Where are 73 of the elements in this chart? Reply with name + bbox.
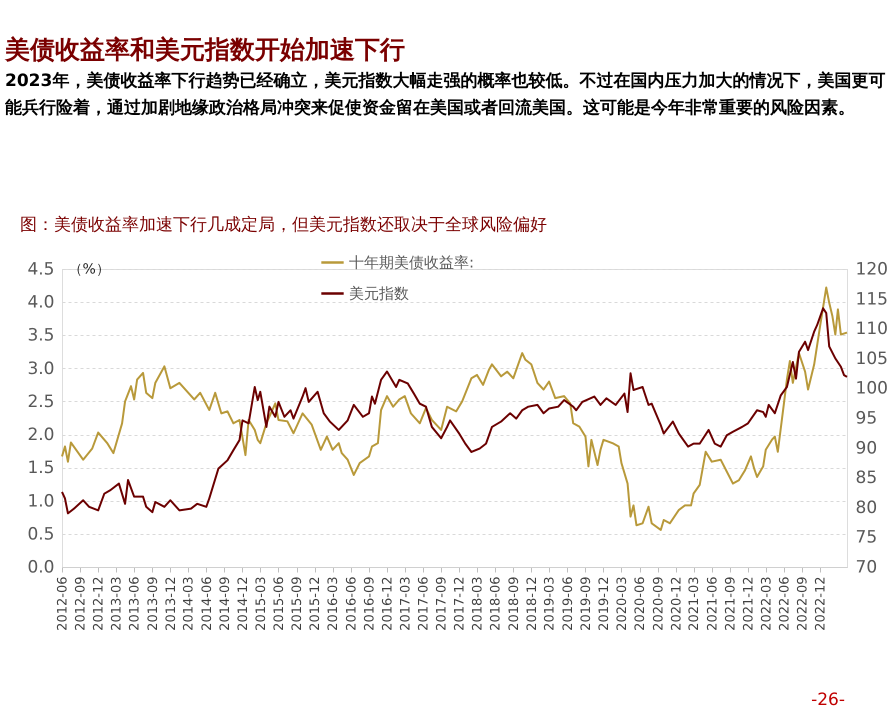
x-tick-label: 2022-09 (796, 576, 811, 631)
y2-tick-label: 75 (856, 528, 878, 548)
y-tick-label: 4.5 (27, 260, 54, 280)
x-tick-label: 2016-12 (380, 576, 396, 631)
x-tick-label: 2018-03 (470, 576, 486, 631)
x-tick-label: 2015-06 (272, 576, 287, 631)
y2-tick-label: 80 (856, 498, 878, 518)
text: 图：美债收益率加速下行几成定局，但美元指数还取决于全球风险偏好 (20, 215, 547, 235)
x-tick-label: 2015-12 (308, 576, 324, 631)
x-tick-label: 2016-09 (362, 576, 378, 631)
x-tick-label: 2019-03 (542, 576, 558, 631)
chart-subtitle: 2023年，美债收益率下行趋势已经确立，美元指数大幅走强的概率也较低。不过在国内压力加大的情况下，美国更可能兵行险着，通过加剧地缘政治格局冲突来促使资金留在美国或者回流美国。这可能是今年非常重要的风险因素。 (5, 71, 886, 118)
x-tick-label: 2013-06 (128, 576, 143, 631)
chart-title: 美债收益率和美元指数开始加速下行 (4, 35, 405, 64)
y2-tick-label: 70 (856, 558, 878, 578)
x-tick-label: 2013-12 (164, 576, 179, 631)
x-tick-label: 2012-12 (92, 576, 107, 631)
x-tick-label: 2022-03 (759, 576, 774, 631)
y-tick-label: 2.5 (27, 392, 54, 412)
legend-label: 十年期美债收益率: (349, 254, 474, 272)
x-tick-label: 2017-06 (416, 576, 432, 631)
x-tick-label: 2020-12 (669, 576, 684, 631)
x-tick-label: 2016-06 (344, 576, 360, 631)
x-tick-label: 2020-06 (633, 576, 648, 631)
x-tick-label: 2021-06 (705, 576, 720, 631)
x-tick-label: 2022-12 (814, 576, 829, 631)
y2-tick-label: 90 (856, 438, 878, 458)
x-tick-label: 2014-06 (200, 576, 215, 631)
x-tick-label: 2014-09 (218, 576, 233, 631)
y-tick-label: 4.0 (27, 292, 54, 313)
x-tick-label: 2018-12 (524, 576, 540, 631)
y2-tick-label: 115 (856, 289, 888, 310)
y-tick-label: 0.0 (27, 558, 54, 578)
x-tick-label: 2021-09 (723, 576, 738, 631)
y2-tick-label: 120 (856, 260, 888, 280)
x-tick-label: 2019-12 (596, 576, 612, 631)
x-tick-label: 2018-09 (506, 576, 522, 631)
x-tick-label: 2016-03 (326, 576, 342, 631)
x-tick-label: 2019-09 (578, 576, 594, 631)
line-series (61, 286, 848, 531)
y-tick-label: 0.5 (27, 524, 54, 544)
line-series (61, 307, 848, 514)
x-tick-label: 2015-03 (254, 576, 269, 631)
y2-tick-label: 95 (856, 408, 878, 428)
y-axis-title: （%） (68, 262, 110, 278)
x-tick-label: 2017-03 (398, 576, 414, 631)
x-tick-label: 2013-09 (146, 576, 161, 631)
y-tick-label: 1.5 (27, 458, 54, 478)
x-tick-label: 2020-09 (651, 576, 666, 631)
x-tick-label: 2014-03 (182, 576, 197, 631)
y-tick-label: 3.0 (27, 358, 54, 379)
x-tick-label: 2022-06 (777, 576, 792, 631)
y-tick-label: 3.5 (27, 326, 54, 346)
legend-label: 美元指数 (349, 284, 409, 302)
y2-tick-label: 110 (856, 319, 888, 340)
x-tick-label: 2015-09 (290, 576, 306, 631)
x-tick-label: 2012-06 (56, 576, 70, 631)
x-tick-label: 2017-12 (452, 576, 468, 631)
text: -26- (811, 690, 845, 710)
x-tick-label: 2021-03 (687, 576, 702, 631)
x-tick-label: 2020-03 (614, 576, 630, 631)
x-tick-label: 2021-12 (741, 576, 756, 631)
x-tick-label: 2013-03 (109, 576, 124, 631)
y2-tick-label: 85 (856, 468, 878, 488)
x-tick-label: 2014-12 (236, 576, 251, 631)
y2-tick-label: 100 (856, 378, 888, 399)
x-tick-label: 2018-06 (488, 576, 504, 631)
y-tick-label: 1.0 (27, 491, 54, 512)
x-tick-label: 2017-09 (434, 576, 450, 631)
x-tick-label: 2012-09 (74, 576, 89, 631)
y-tick-label: 2.0 (27, 425, 54, 446)
y2-tick-label: 105 (856, 348, 888, 369)
x-tick-label: 2019-06 (560, 576, 576, 631)
